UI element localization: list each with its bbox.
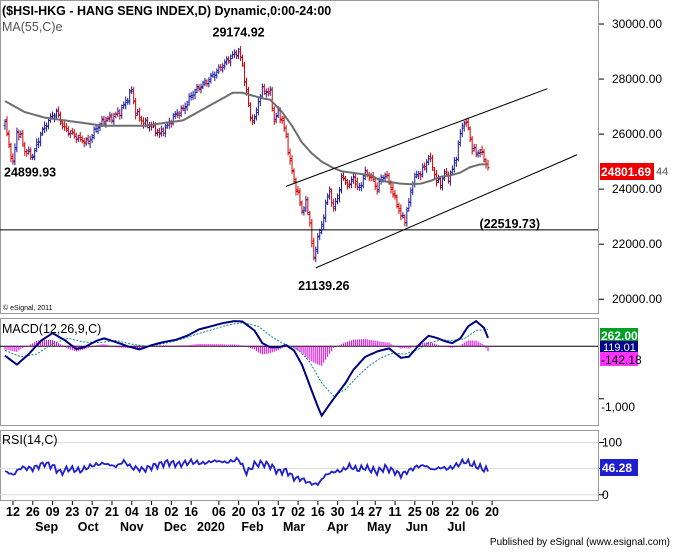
price-annotation: 24899.93 — [4, 165, 56, 179]
x-month-label: Oct — [78, 520, 100, 534]
price-panel-frame — [0, 0, 599, 314]
price-ytick-label: 30000.00 — [612, 17, 662, 31]
ma-label: MA(55,C)e — [2, 20, 62, 34]
price-ytick-label: 28000.00 — [612, 72, 662, 86]
macd-hist-box — [600, 352, 638, 366]
macd-hist-label: -142.18 — [601, 353, 642, 367]
macd-panel-frame — [0, 318, 599, 426]
x-month-label: 2020 — [197, 520, 225, 534]
rsi-value-label: 46.28 — [602, 461, 632, 475]
x-day-label: 20 — [485, 505, 499, 519]
x-day-label: 04 — [125, 505, 139, 519]
x-month-label: Jul — [447, 520, 465, 534]
x-day-label: 08 — [426, 505, 440, 519]
x-day-label: 03 — [252, 505, 266, 519]
macd-line — [4, 319, 489, 418]
x-day-label: 16 — [184, 505, 198, 519]
x-day-label: 22 — [445, 505, 459, 519]
x-day-label: 21 — [105, 505, 119, 519]
price-ytick-label: 24000.00 — [612, 182, 662, 196]
x-day-label: 14 — [350, 505, 364, 519]
x-day-label: 06 — [212, 505, 226, 519]
macd-title: MACD(12,26,9,C) — [2, 322, 101, 336]
x-month-label: Mar — [283, 520, 305, 534]
last-price-box — [600, 163, 654, 180]
rsi-value-box — [600, 459, 638, 476]
x-day-label: 26 — [26, 505, 40, 519]
x-day-label: 20 — [232, 505, 246, 519]
rsi-ytick-label: 100 — [602, 435, 622, 449]
rsi-layer: 100500 — [0, 435, 622, 502]
copyright-label: © eSignal, 2011 — [3, 304, 53, 312]
channel-lower-line — [315, 154, 578, 269]
price-ytick-label: 22000.00 — [612, 237, 662, 251]
x-day-label: 11 — [388, 505, 401, 519]
macd-value-2: 119.01 — [603, 342, 636, 354]
x-day-label: 02 — [164, 505, 178, 519]
x-day-label: 07 — [85, 505, 99, 519]
macd-tick--1000: -1,000 — [601, 400, 635, 414]
x-month-label: Dec — [164, 520, 187, 534]
price-annotation: 29174.92 — [213, 26, 265, 40]
last-price-suffix: 44 — [656, 166, 668, 178]
macd-value-1: 262.001 — [601, 329, 645, 343]
x-day-label: 17 — [271, 505, 285, 519]
price-annotation: 21139.26 — [298, 279, 349, 293]
channel-upper-line — [285, 88, 548, 187]
x-month-label: Feb — [241, 520, 264, 534]
macd-layer — [0, 319, 604, 418]
x-day-label: 25 — [408, 505, 422, 519]
rsi-ytick-label: 0 — [602, 488, 609, 502]
rsi-panel-frame — [0, 430, 599, 501]
x-axis: 12 26 09 23 07 21 04 18 02 16 06 20 03 17 02 16 30 14 27 11… — [6, 501, 499, 534]
x-day-label: 30 — [331, 505, 345, 519]
macd-value-box-1 — [600, 328, 638, 343]
x-day-label: 23 — [65, 505, 79, 519]
x-month-label: Sep — [35, 520, 58, 534]
price-title: ($HSI-HKG - HANG SENG INDEX,D) Dynamic,0… — [2, 4, 331, 18]
x-day-label: 18 — [145, 505, 159, 519]
x-day-label: 27 — [368, 505, 382, 519]
macd-value-box-2 — [600, 341, 638, 352]
x-month-label: May — [367, 520, 391, 534]
x-month-label: Apr — [327, 520, 349, 534]
price-ytick-label: 20000.00 — [612, 292, 662, 306]
x-month-label: Jun — [406, 520, 428, 534]
x-day-label: 16 — [311, 505, 325, 519]
x-day-label: 02 — [291, 505, 305, 519]
x-day-label: 09 — [46, 505, 60, 519]
price-layer: 30000.00 28000.00 26000.00 24000.00 22000.00… — [0, 17, 662, 306]
x-day-label: 06 — [465, 505, 479, 519]
x-day-label: 12 — [6, 505, 20, 519]
footer-credit: Published by eSignal (www.esignal.com) — [490, 537, 670, 548]
ma-line — [4, 91, 488, 186]
rsi-line — [4, 456, 489, 487]
x-month-label: Nov — [120, 520, 144, 534]
last-price-label: 24801.69 — [601, 165, 651, 179]
price-ytick-label: 26000.00 — [612, 127, 662, 141]
price-annotation: (22519.73) — [480, 217, 540, 231]
rsi-title: RSI(14,C) — [2, 433, 58, 447]
